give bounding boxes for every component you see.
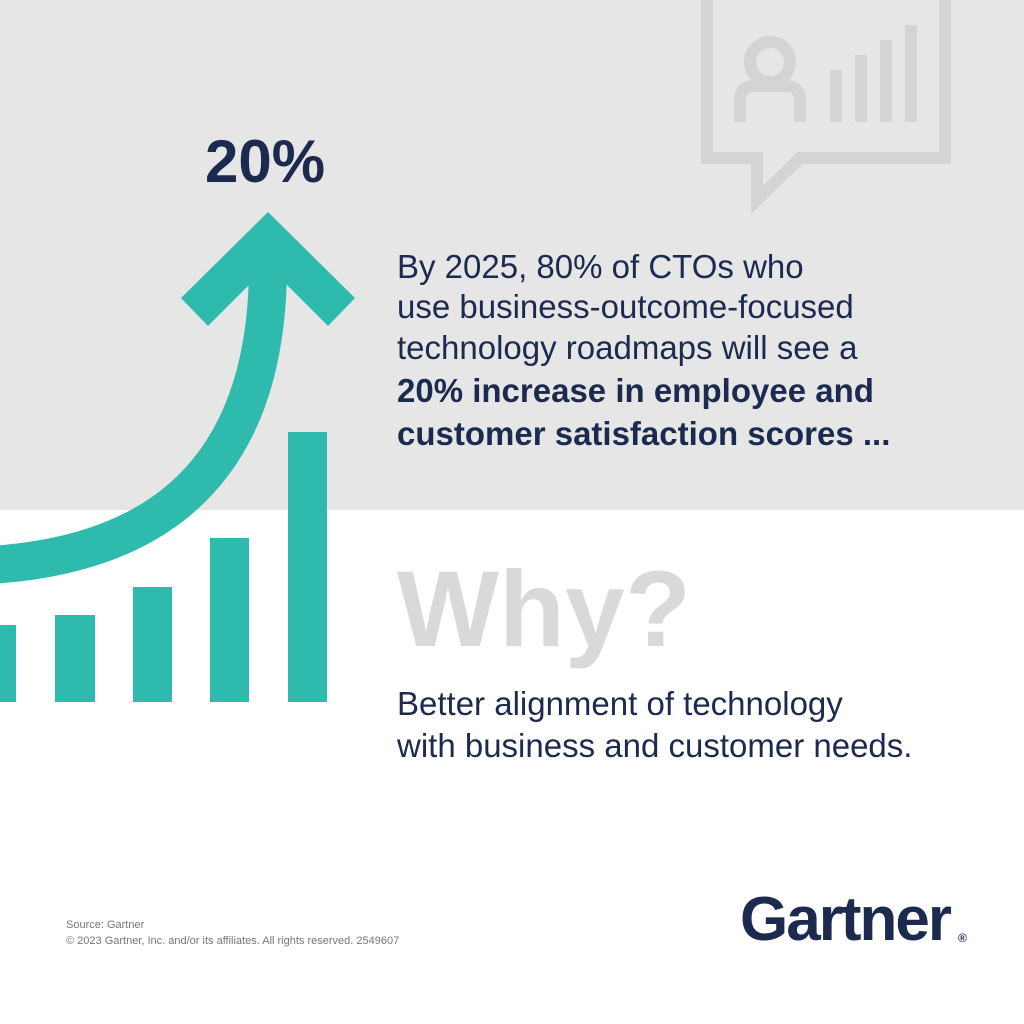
statement-line: technology roadmaps will see a [397, 329, 858, 366]
statement-line: use business-outcome-focused [397, 288, 854, 325]
growth-arrow-curve [0, 264, 287, 584]
statement-bold-line: customer satisfaction scores ... [397, 415, 890, 452]
icon-bars [830, 25, 917, 122]
speech-icon [701, 0, 951, 215]
growth-bar [210, 538, 249, 702]
growth-bar [55, 615, 95, 702]
source: Source: Gartner [66, 919, 145, 931]
speech-bubble [701, 0, 951, 215]
person-body [734, 80, 806, 122]
top-panel [0, 0, 1024, 510]
growth-bars [0, 432, 327, 702]
growth-bar [133, 587, 172, 702]
statement-line: By 2025, 80% of CTOs who [397, 248, 804, 285]
logo: Gartner [740, 885, 952, 954]
why-line: with business and customer needs. [396, 727, 912, 764]
logo-mark: ® [958, 931, 967, 945]
statement: By 2025, 80% of CTOs who use business-ou… [397, 248, 890, 452]
icon-bar [855, 55, 867, 122]
icon-bar [905, 25, 917, 122]
statement-bold-line: 20% increase in employee and [397, 372, 874, 409]
icon-bar [880, 40, 892, 122]
icon-bar [830, 70, 842, 122]
growth-arrow-head [181, 212, 355, 326]
growth-bar [288, 432, 327, 702]
headline: 20% [205, 128, 325, 195]
growth-bar [0, 625, 16, 702]
copyright: © 2023 Gartner, Inc. and/or its affiliat… [66, 935, 399, 947]
why-line: Better alignment of technology [397, 685, 843, 722]
why-heading: Why? [397, 548, 691, 669]
